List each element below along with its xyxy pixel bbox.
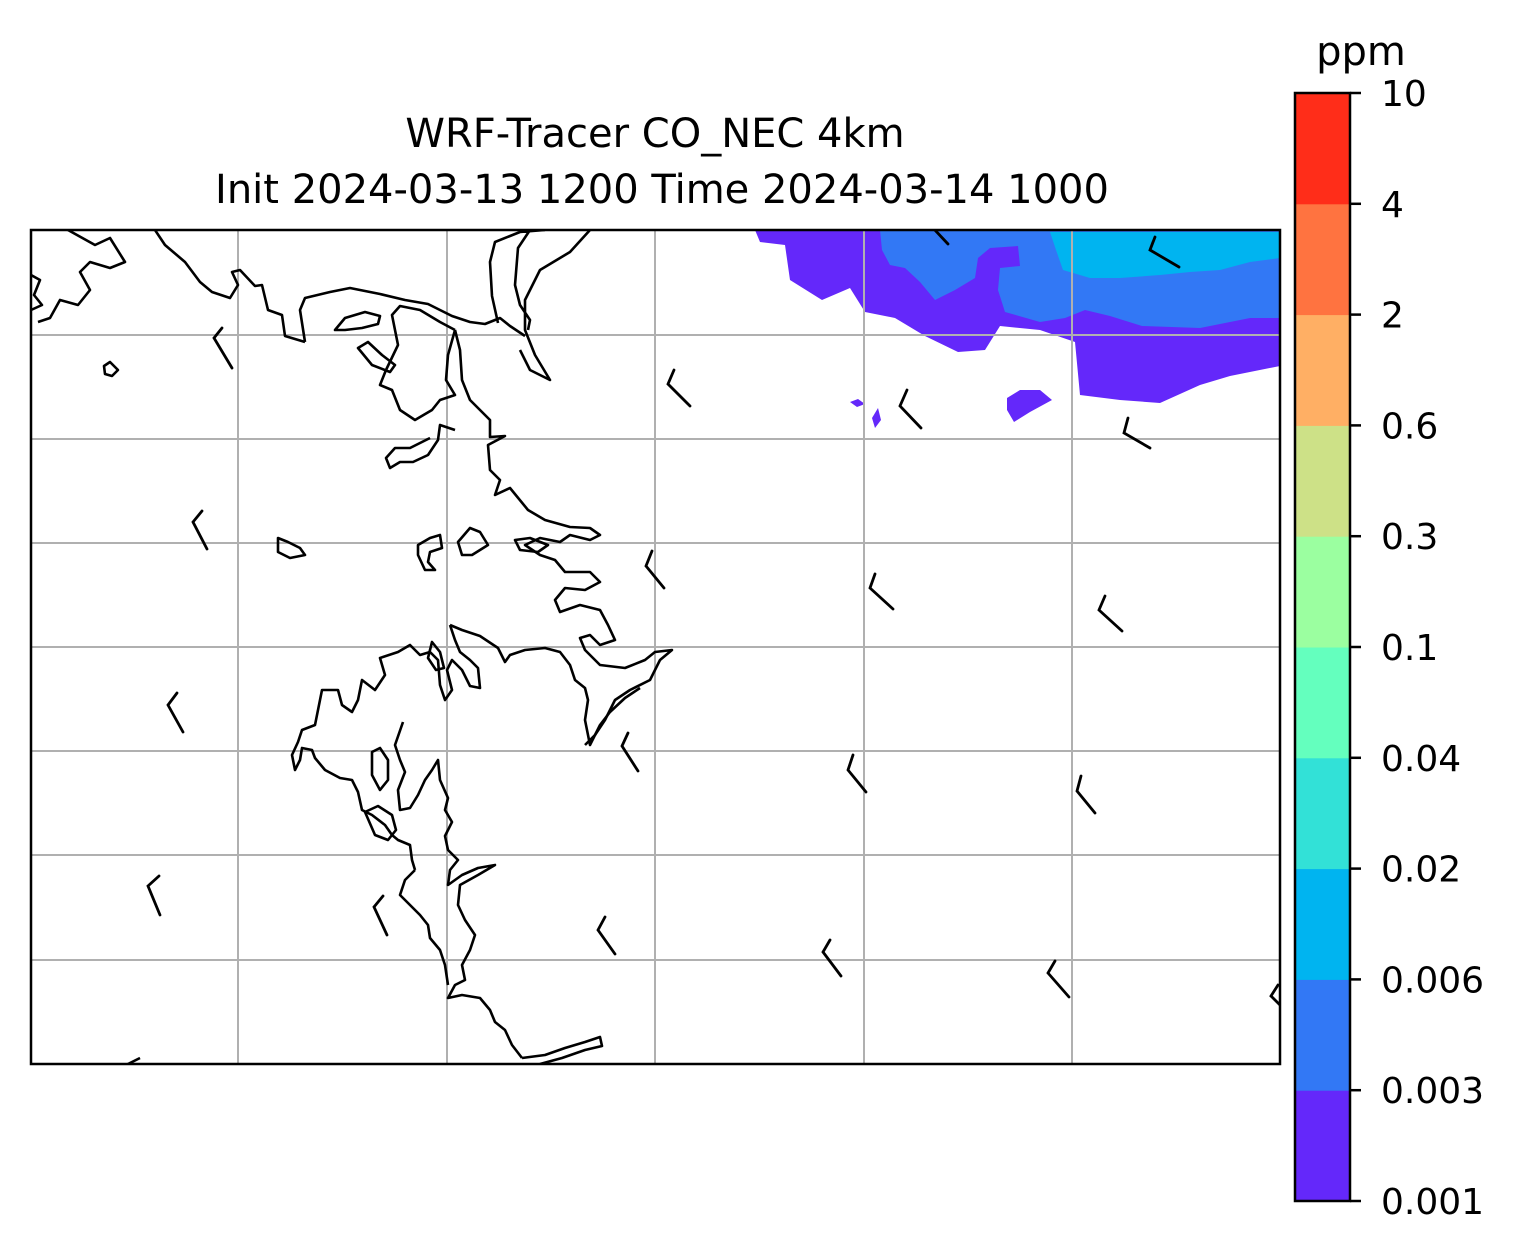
colorbar-tick-label: 2 <box>1381 296 1404 337</box>
colorbar-tick-label: 0.6 <box>1381 406 1438 447</box>
coastline-inner-islands <box>333 310 446 842</box>
coastline-south-cape <box>521 1035 604 1064</box>
coastline-small-island <box>102 360 120 378</box>
coastline-bay-inner <box>378 304 457 422</box>
coastlines <box>31 230 674 1064</box>
concentration-field <box>755 230 1280 428</box>
coastline-mainland-north <box>31 230 127 324</box>
map-panel <box>31 230 1280 1064</box>
coastline-lower-bay <box>398 869 450 986</box>
coastline-river-estuary <box>488 230 591 382</box>
colorbar-tick-label: 0.04 <box>1381 739 1461 780</box>
wind-barbs <box>146 230 1280 1007</box>
colorbar-tick-label: 0.02 <box>1381 850 1461 891</box>
colorbar-tick-label: 0.006 <box>1381 960 1484 1001</box>
colorbar-tick-label: 0.3 <box>1381 517 1438 558</box>
coastline-bay-west-shore <box>453 329 674 746</box>
colorbar-segment-8 <box>1295 203 1350 316</box>
coastline-eastern-shore-upper <box>449 623 641 747</box>
colorbar-segment-3 <box>1295 757 1350 870</box>
concentration-level-0001-patch <box>1007 390 1052 422</box>
colorbar-tick-label: 0.001 <box>1381 1182 1484 1223</box>
colorbar-frame <box>1293 91 1352 1203</box>
colorbar: ppm 0.001 0.003 0.006 0.02 0.04 0.1 0.3 0.6 2 4 10 <box>1293 29 1484 1223</box>
colorbar-ticks: 0.001 0.003 0.006 0.02 0.04 0.1 0.3 0.6 2 4 10 <box>1350 74 1484 1223</box>
gridlines <box>31 230 1280 1064</box>
concentration-level-0001-speck <box>850 399 881 428</box>
coastline-peninsula <box>290 624 482 871</box>
colorbar-unit-label: ppm <box>1316 29 1406 75</box>
coastline-northwest <box>153 230 306 344</box>
colorbar-segment-6 <box>1295 425 1350 537</box>
colorbar-segment-1 <box>1295 979 1350 1091</box>
concentration-level-0006 <box>1050 232 1280 278</box>
colorbar-tick-label: 4 <box>1381 185 1404 226</box>
colorbar-segment-7 <box>1295 314 1350 426</box>
colorbar-segment-5 <box>1295 536 1350 648</box>
colorbar-segment-4 <box>1295 647 1350 759</box>
colorbar-tick-label: 10 <box>1381 74 1427 115</box>
title-line-2: Init 2024-03-13 1200 Time 2024-03-14 100… <box>215 167 1109 213</box>
map-frame <box>29 228 1282 1066</box>
colorbar-segments <box>1295 93 1350 1202</box>
coastline-islands-mid <box>276 526 550 572</box>
colorbar-tick-label: 0.1 <box>1381 628 1438 669</box>
colorbar-segment-9 <box>1295 93 1350 205</box>
colorbar-segment-0 <box>1295 1090 1350 1202</box>
coastline-central-bay <box>384 423 456 470</box>
title-line-1: WRF-Tracer CO_NEC 4km <box>405 111 904 157</box>
colorbar-tick-label: 0.003 <box>1381 1071 1484 1112</box>
coastline-eastern-shore-lower <box>393 721 524 1059</box>
colorbar-segment-2 <box>1295 868 1350 980</box>
